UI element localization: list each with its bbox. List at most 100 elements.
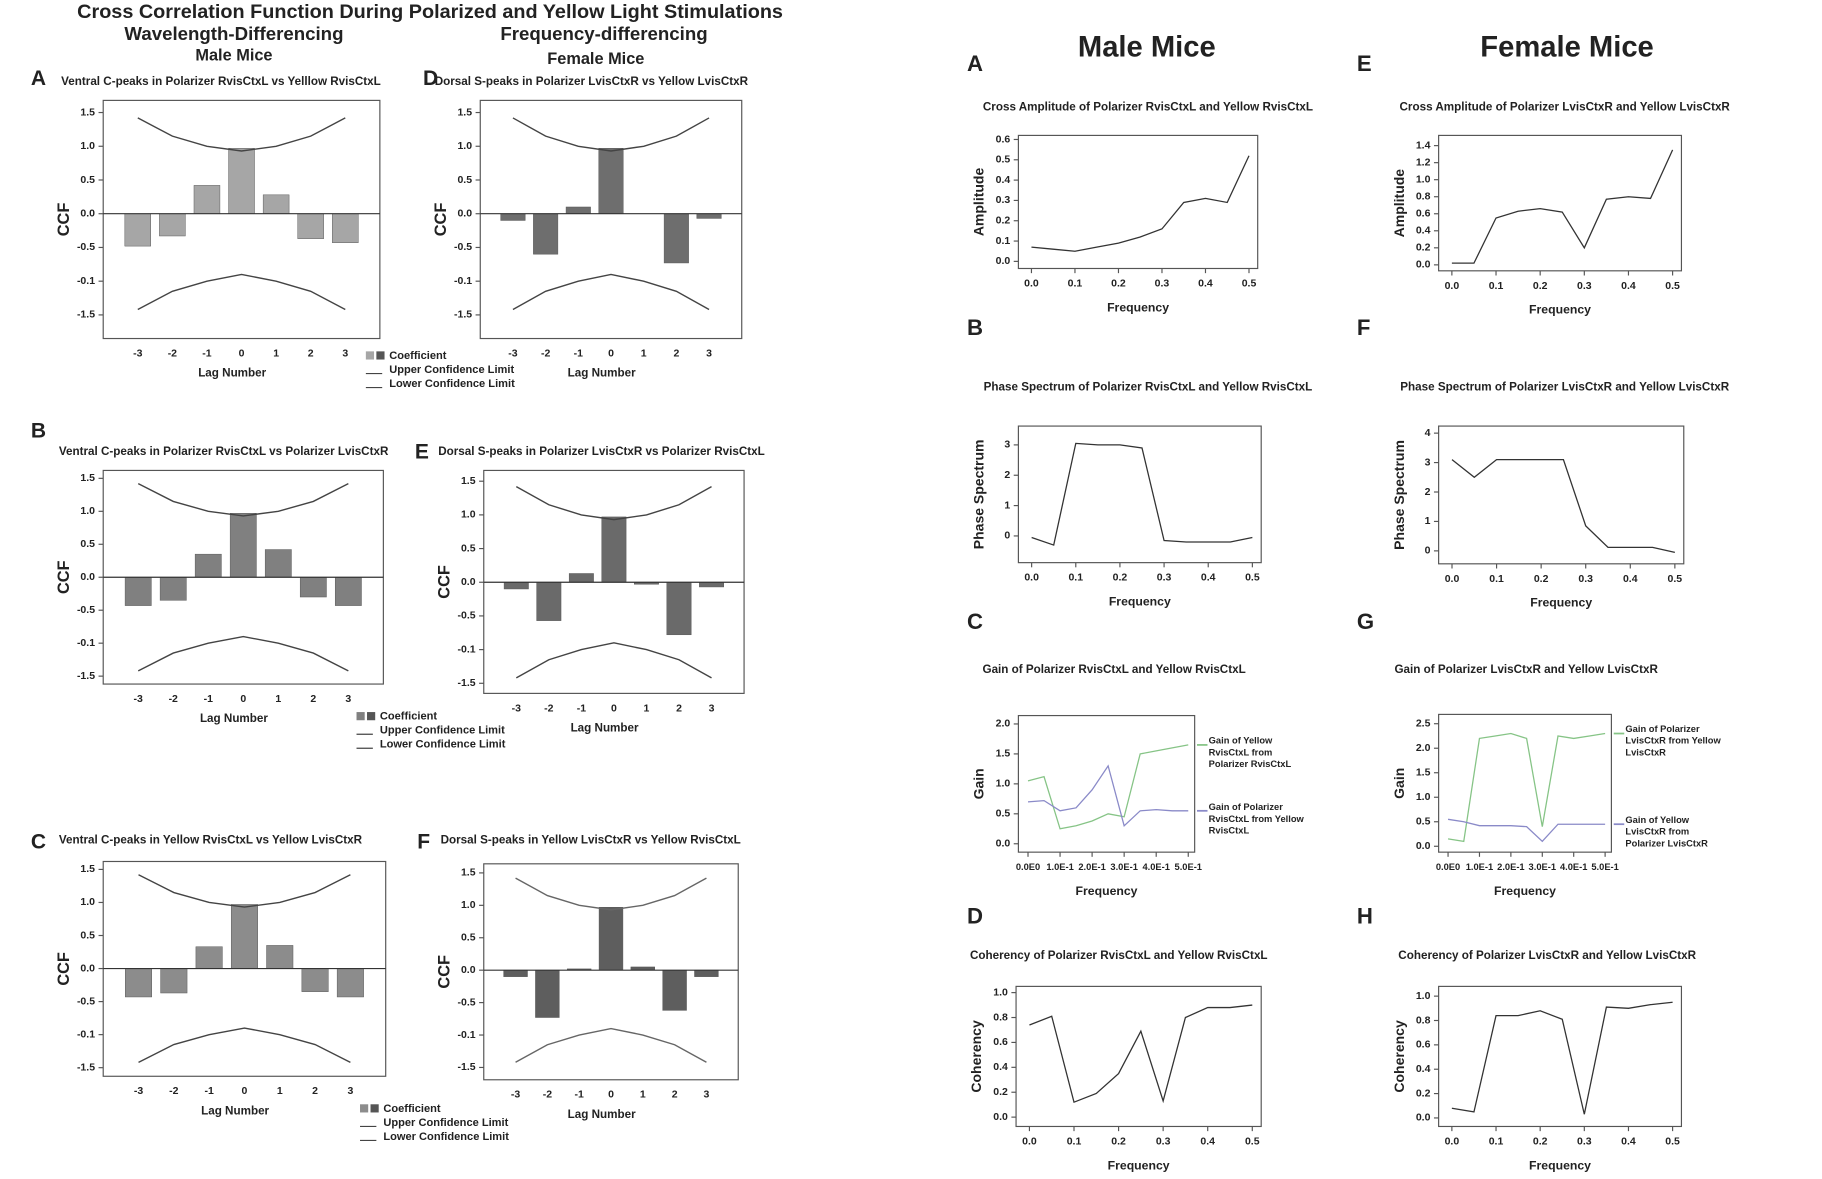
- x-axis-label: Frequency: [1529, 303, 1591, 317]
- bar: [301, 968, 329, 992]
- y-tick-label: 1.5: [457, 106, 472, 118]
- panel-letter: E: [415, 440, 429, 463]
- plot-frame: [1438, 985, 1683, 1128]
- y-tick-label: 0: [1425, 545, 1431, 557]
- bar: [503, 582, 529, 590]
- y-tick-label: 0.4: [1416, 1063, 1431, 1075]
- x-tick-label: -2: [544, 702, 553, 714]
- legend-label: Upper Confidence Limit: [389, 364, 514, 376]
- x-tick-label: 0.0: [1024, 277, 1039, 289]
- x-tick-label: 0.4: [1201, 572, 1216, 584]
- bar: [160, 968, 188, 994]
- x-tick-label: 0.0: [1445, 573, 1460, 585]
- y-tick-label: 2.0: [996, 718, 1011, 730]
- y-tick-label: 0.8: [1416, 191, 1431, 203]
- x-tick-label: -1: [574, 347, 583, 359]
- legend-entry: Gain of Polarizer LvisCtxR from Yellow L…: [1625, 724, 1720, 758]
- y-axis-label: CCF: [436, 565, 454, 599]
- x-tick-label: -2: [543, 1089, 552, 1101]
- x-tick-label: -3: [508, 347, 517, 359]
- y-tick-label: -0.5: [457, 610, 475, 622]
- x-tick-label: -3: [134, 1085, 143, 1097]
- panel-letter: C: [967, 609, 983, 634]
- confidence-line: [137, 117, 346, 152]
- y-tick-label: 1.0: [80, 505, 95, 517]
- x-tick-label: 0.4: [1621, 280, 1636, 292]
- chart-title: Gain of Polarizer LvisCtxR and Yellow Lv…: [1394, 663, 1658, 676]
- legend-entry: Gain of Yellow RvisCtxL from Polarizer R…: [1208, 735, 1292, 770]
- y-tick-label: -0.1: [457, 1029, 475, 1041]
- y-tick-label: 0.0: [461, 964, 476, 976]
- x-tick-label: 0.0E0: [1436, 862, 1460, 872]
- x-tick-label: 0: [242, 1085, 248, 1097]
- y-tick-label: 0.3: [996, 194, 1011, 206]
- data-line: [1451, 1001, 1673, 1115]
- y-tick-label: 1.5: [461, 475, 476, 487]
- bar: [336, 968, 364, 998]
- y-axis-label: Amplitude: [971, 168, 987, 237]
- y-axis-label: Amplitude: [1391, 169, 1407, 238]
- bar: [124, 213, 151, 247]
- x-tick-label: 2: [308, 347, 314, 359]
- legend-label: Lower Confidence Limit: [380, 739, 506, 751]
- x-tick-label: -1: [577, 702, 586, 714]
- y-tick-label: 0.0: [1416, 840, 1431, 852]
- x-tick-label: 1: [275, 693, 281, 705]
- legend-label: Gain of Yellow RvisCtxL from Polarizer R…: [1208, 735, 1292, 770]
- x-tick-label: 0.2: [1533, 280, 1548, 292]
- y-tick-label: 1.0: [993, 986, 1008, 998]
- x-tick-label: 0.4: [1623, 573, 1638, 585]
- y-tick-label: -0.1: [457, 643, 475, 655]
- chart-title: Dorsal S-peaks in Yellow LvisCtxR vs Yel…: [441, 834, 741, 847]
- y-tick-label: 0.5: [80, 174, 95, 186]
- data-line: [1031, 442, 1253, 546]
- data-line: [1031, 155, 1250, 252]
- x-tick-label: 0.4: [1198, 277, 1213, 289]
- chart-title: Ventral C-peaks in Yellow RvisCtxL vs Ye…: [59, 834, 363, 847]
- y-tick-label: -0.5: [77, 995, 95, 1007]
- x-tick-label: 0.5: [1668, 573, 1683, 585]
- data-line: [1447, 732, 1606, 843]
- bar: [503, 969, 528, 977]
- x-tick-label: -1: [204, 1085, 213, 1097]
- x-tick-label: 0.3: [1155, 277, 1170, 289]
- x-tick-label: 0.5: [1245, 572, 1260, 584]
- y-tick-label: 0.5: [80, 929, 95, 941]
- column-group: Male Mice: [195, 46, 272, 64]
- x-tick-label: 0.1: [1068, 572, 1083, 584]
- x-tick-label: 0: [608, 1089, 614, 1101]
- x-tick-label: 3: [345, 693, 351, 705]
- y-tick-label: 0.5: [461, 932, 476, 944]
- bar: [262, 194, 290, 214]
- x-tick-label: 0.5: [1665, 280, 1680, 292]
- y-tick-label: 0.8: [993, 1011, 1008, 1023]
- y-axis-label: Phase Spectrum: [971, 440, 987, 550]
- x-tick-label: 1.0E-1: [1046, 862, 1073, 872]
- x-tick-label: 0.0: [1445, 1135, 1460, 1147]
- confidence-line: [137, 635, 349, 672]
- legend-entry: Gain of Polarizer RvisCtxL from Yellow R…: [1209, 801, 1304, 835]
- x-tick-label: 0.0: [1024, 572, 1039, 584]
- x-tick-label: 0.1: [1489, 1135, 1504, 1147]
- confidence-line: [515, 642, 712, 679]
- x-axis-label: Frequency: [1107, 300, 1169, 314]
- x-tick-label: 0.0: [1022, 1135, 1037, 1147]
- x-tick-label: 3: [709, 702, 715, 714]
- y-tick-label: -0.1: [454, 275, 472, 287]
- x-tick-label: 0.5: [1665, 1135, 1680, 1147]
- y-tick-label: 1.5: [80, 106, 95, 118]
- y-tick-label: -1.5: [77, 670, 95, 682]
- plot-frame: [1017, 425, 1262, 564]
- bar: [536, 582, 562, 621]
- bar: [699, 582, 724, 588]
- x-tick-label: 2: [676, 702, 682, 714]
- column-group: Female Mice: [547, 50, 644, 68]
- y-tick-label: 0.0: [996, 838, 1011, 850]
- y-tick-label: 0.2: [1416, 1087, 1431, 1099]
- x-tick-label: 0: [608, 347, 614, 359]
- chart-title: Cross Amplitude of Polarizer LvisCtxR an…: [1400, 100, 1731, 113]
- y-tick-label: 0.6: [1416, 1039, 1431, 1051]
- x-tick-label: 2.0E-1: [1497, 862, 1524, 872]
- panel-letter: C: [31, 830, 46, 853]
